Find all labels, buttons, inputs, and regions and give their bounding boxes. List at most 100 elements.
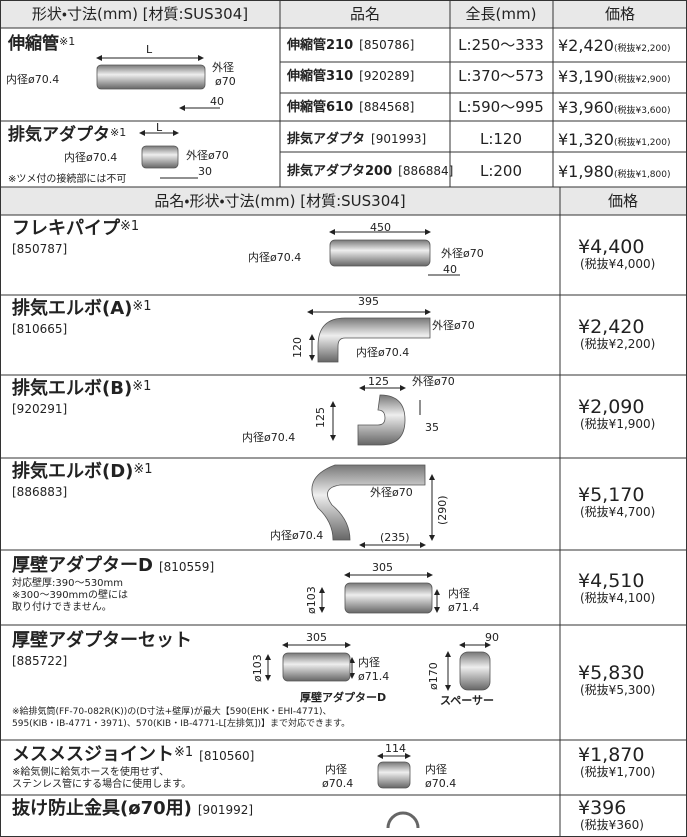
- name: 伸縮管210: [287, 38, 354, 53]
- dim-label: 40: [443, 263, 457, 276]
- price: ¥4,400: [578, 236, 645, 258]
- dim-label: ø71.4: [448, 601, 480, 614]
- code: [920289]: [359, 69, 415, 83]
- row-name: 伸縮管310 [920289]: [287, 70, 414, 83]
- price-excl: (税抜¥360): [580, 818, 644, 832]
- price: ¥2,420: [578, 316, 645, 338]
- header: 形状・寸法(mm) [材質:SUS304]: [31, 5, 249, 23]
- price-excl: (税抜¥1,800): [613, 170, 671, 180]
- dim-label: L: [156, 121, 163, 134]
- dim-label: 内径: [358, 656, 380, 669]
- price: ¥2,420: [558, 36, 614, 55]
- name: 厚壁アダプターD: [12, 555, 153, 576]
- note: ※ツメ付の接続部には不可: [8, 174, 127, 185]
- row-name: 伸縮管210 [850786]: [287, 39, 414, 52]
- length: L:370～573: [458, 67, 544, 85]
- item-name: 排気エルボ(D)※1: [12, 463, 153, 481]
- dim-label: 内径ø70.4: [356, 346, 410, 359]
- price-excl: (税抜¥4,700): [580, 505, 656, 519]
- dim-label: 外径ø70: [441, 247, 484, 260]
- dim-label: (235): [380, 531, 410, 544]
- price-excl: (税抜¥4,000): [580, 257, 656, 271]
- dim-label: ø70.4: [425, 777, 457, 790]
- dim-label: 内径: [325, 763, 347, 776]
- price: ¥2,420(税抜¥2,200): [558, 38, 671, 54]
- code: [810665]: [12, 322, 68, 336]
- dim-label: 450: [370, 221, 391, 234]
- code: [886884]: [398, 164, 454, 178]
- row-name: 排気アダプタ200 [886884]: [287, 165, 453, 178]
- note-mark: ※1: [120, 219, 140, 234]
- code: [920291]: [12, 402, 68, 416]
- price-excl: (税抜¥4,100): [580, 591, 656, 605]
- code: [810559]: [158, 560, 215, 574]
- dim-label: 125: [368, 375, 389, 388]
- dim-label: 外径ø70: [186, 149, 229, 162]
- code: [886883]: [12, 485, 68, 499]
- item-name: 排気エルボ(B)※1: [12, 380, 151, 398]
- price-excl: (税抜¥3,600): [613, 106, 671, 116]
- dim-label: 114: [385, 742, 406, 755]
- dim-label: 内径ø70.4: [64, 151, 118, 164]
- item-name: 排気エルボ(A)※1: [12, 300, 152, 318]
- code: [901992]: [197, 803, 254, 817]
- note-mark: ※1: [174, 745, 194, 760]
- price-excl: (税抜¥1,700): [580, 765, 656, 779]
- price-excl: (税抜¥2,900): [613, 75, 671, 85]
- dim-label: 395: [358, 295, 379, 308]
- dim-label: 305: [306, 631, 327, 644]
- price: ¥396: [578, 797, 627, 819]
- price-excl: (税抜¥2,200): [613, 44, 671, 54]
- dim-label: 35: [425, 421, 439, 434]
- length: L:590～995: [458, 98, 544, 116]
- code: [850786]: [359, 38, 415, 52]
- price-excl: (税抜¥1,900): [580, 417, 656, 431]
- dim-label: 内径ø70.4: [248, 251, 302, 264]
- dim-label: L: [146, 43, 153, 56]
- note-mark: ※1: [110, 126, 127, 139]
- dim-label: 内径: [425, 763, 447, 776]
- name: メスメスジョイント: [12, 744, 174, 765]
- dim-label: 30: [198, 165, 212, 178]
- price: ¥5,170: [578, 484, 645, 506]
- name: 排気アダプタ200: [287, 164, 393, 179]
- dim-label: 外径ø70: [370, 486, 413, 499]
- dim-label: ø70.4: [322, 777, 354, 790]
- name: 排気アダプタ: [8, 125, 110, 145]
- dim-label: 305: [372, 561, 393, 574]
- dim-label: ø103: [251, 654, 264, 682]
- dim-label: 内径ø70.4: [270, 529, 324, 542]
- code: [885722]: [12, 654, 68, 668]
- price: ¥3,190(税抜¥2,900): [558, 69, 671, 85]
- name: 伸縮管: [8, 34, 59, 54]
- note: 対応壁厚:390～530mm: [12, 578, 124, 589]
- header: 全長(mm): [465, 5, 537, 23]
- note: 取り付けできません。: [12, 602, 112, 613]
- row-name: 排気アダプタ [901993]: [287, 133, 426, 146]
- dim-label: ø70: [215, 75, 236, 88]
- group-name: 排気アダプタ※1: [8, 127, 126, 144]
- part-label: 厚壁アダプターD: [300, 691, 387, 704]
- price-excl: (税抜¥2,200): [580, 337, 656, 351]
- code: [884568]: [359, 100, 415, 114]
- header: 品名・形状・寸法(mm) [材質:SUS304]: [154, 192, 406, 210]
- dim-label: 125: [314, 407, 327, 428]
- name: 排気エルボ(D): [12, 461, 134, 482]
- dim-label: 内径ø70.4: [6, 73, 60, 86]
- item-name: 厚壁アダプターセット: [12, 632, 192, 650]
- name: 抜け防止金具(ø70用): [12, 798, 192, 819]
- length: L:200: [479, 162, 523, 180]
- note-mark: ※1: [132, 299, 152, 314]
- dim-label: 内径: [448, 587, 470, 600]
- header: 品名: [349, 5, 381, 23]
- header: 価格: [604, 5, 636, 23]
- note: ※給排気筒(FF-70-082R(K))の(D寸法+壁厚)が最大【590(EHK…: [12, 707, 332, 717]
- length: L:250～333: [458, 36, 544, 54]
- dim-label: ø103: [305, 586, 318, 614]
- length: L:120: [479, 130, 523, 148]
- price: ¥1,870: [578, 744, 645, 766]
- dim-label: 外径: [212, 61, 234, 74]
- note: ※300～390mmの壁には: [12, 590, 129, 601]
- price: ¥4,510: [578, 570, 645, 592]
